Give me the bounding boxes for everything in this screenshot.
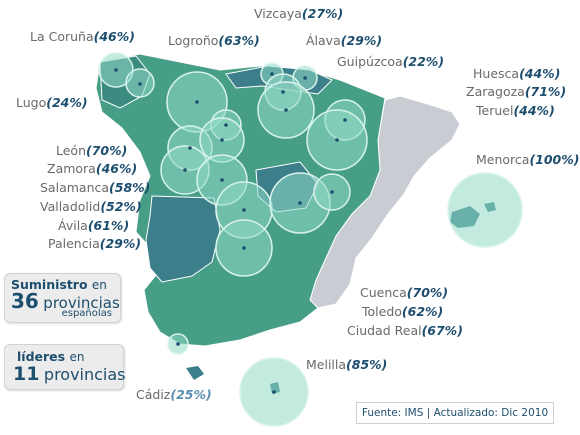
label-avila: Ávila(61%): [58, 218, 130, 233]
label-vizcaya: Vizcaya(27%): [254, 6, 344, 21]
box2-line1-small: en: [69, 350, 85, 364]
label-guipuzcoa: Guipúzcoa(22%): [337, 54, 445, 69]
box1-line1-small: en: [91, 278, 107, 292]
label-alava: Álava(29%): [306, 33, 383, 48]
cadiz-coast: [186, 366, 204, 380]
province-dots: [114, 68, 347, 394]
label-lugo: Lugo(24%): [16, 95, 88, 110]
box1-number: 36: [11, 289, 39, 313]
box1-rest: provincias: [43, 294, 120, 312]
label-ciudadreal: Ciudad Real(67%): [347, 323, 463, 338]
summary-box-leaders: líderes en 11 provincias: [4, 344, 126, 390]
circle-menorca: [447, 172, 523, 248]
label-toledo: Toledo(62%): [362, 304, 444, 319]
label-palencia: Palencia(29%): [48, 236, 142, 251]
box1-line1: Suministro: [11, 277, 88, 292]
label-teruel: Teruel(44%): [476, 103, 555, 118]
label-leon: León(70%): [56, 143, 128, 158]
label-zaragoza: Zaragoza(71%): [466, 84, 567, 99]
label-cuenca: Cuenca(70%): [360, 285, 449, 300]
label-salamanca: Salamanca(58%): [40, 180, 151, 195]
label-zamora: Zamora(46%): [47, 161, 138, 176]
box2-line1: líderes: [17, 349, 66, 364]
label-cadiz: Cádiz(25%): [136, 387, 212, 402]
source-note: Fuente: IMS | Actualizado: Dic 2010: [356, 402, 554, 424]
box2-rest: provincias: [43, 365, 126, 384]
label-melilla: Melilla(85%): [306, 357, 388, 372]
box2-number: 11: [13, 363, 40, 385]
label-coruna: La Coruña(46%): [30, 29, 135, 44]
box1-line3: españolas: [61, 308, 112, 319]
label-logrono: Logroño(63%): [168, 33, 260, 48]
label-valladolid: Valladolid(52%): [40, 199, 142, 214]
label-menorca: Menorca(100%): [476, 152, 580, 167]
label-huesca: Huesca(44%): [473, 66, 561, 81]
summary-box-supply: Suministro en 36 provincias españolas: [4, 273, 121, 323]
